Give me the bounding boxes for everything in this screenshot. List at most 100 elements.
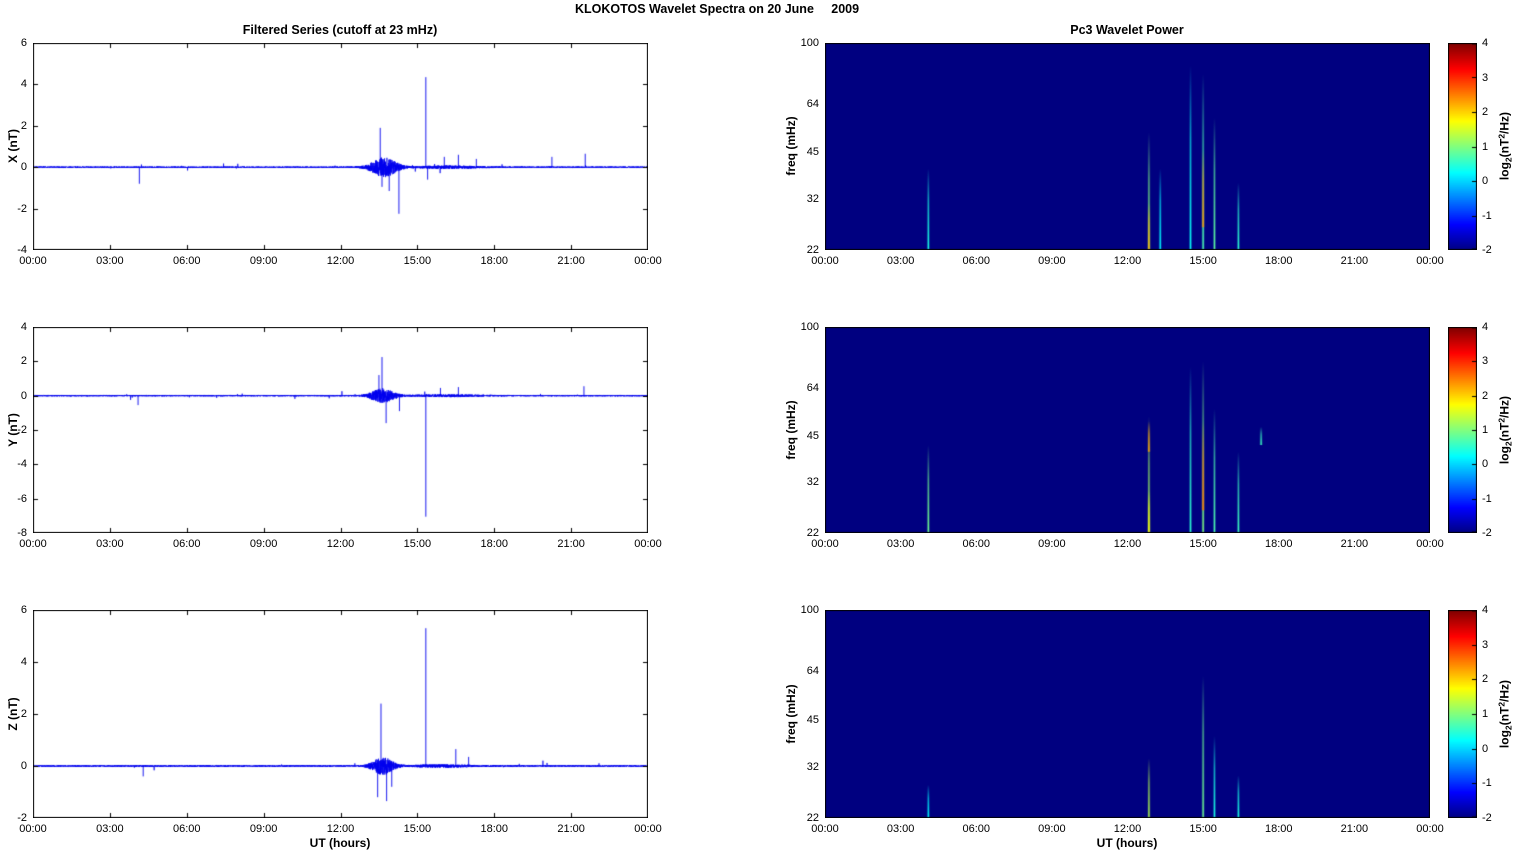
time-tick-label: 00:00 — [1416, 823, 1444, 835]
colorbar-tick-label: -1 — [1482, 492, 1492, 505]
freq-tick-label: 45 — [806, 146, 819, 159]
time-tick-label: 09:00 — [1038, 538, 1066, 550]
time-tick-label: 12:00 — [1113, 538, 1142, 550]
figure-title: KLOKOTOS Wavelet Spectra on 20 June 2009 — [574, 2, 860, 16]
time-tick-label: 18:00 — [480, 538, 509, 550]
z-series-plot — [33, 610, 648, 818]
time-tick-label: 21:00 — [557, 823, 585, 835]
x-spectrogram-plot — [825, 43, 1430, 250]
y-spectrogram-ylabel: freq (mHz) — [784, 400, 798, 460]
y-tick-label: 0 — [20, 161, 27, 174]
colorbar-tick-label: -2 — [1482, 812, 1492, 824]
time-tick-label: 12:00 — [326, 538, 355, 550]
colorbar-tick-label: 3 — [1482, 71, 1489, 84]
y-tick-label: 0 — [20, 389, 27, 402]
time-tick-label: 00:00 — [19, 823, 47, 835]
y-tick-label: 6 — [20, 37, 27, 49]
y-tick-label: -4 — [17, 244, 27, 256]
time-tick-label: 09:00 — [1038, 255, 1066, 267]
y-tick-label: -6 — [17, 492, 27, 505]
time-tick-label: 06:00 — [172, 823, 201, 835]
time-tick-label: 12:00 — [1113, 823, 1142, 835]
colorbar-tick-label: 0 — [1482, 742, 1489, 755]
y-tick-label: 2 — [20, 119, 27, 132]
y-tick-label: 4 — [20, 321, 27, 333]
time-tick-label: 15:00 — [403, 255, 432, 267]
time-tick-label: 06:00 — [962, 255, 991, 267]
freq-tick-label: 64 — [806, 381, 819, 394]
colorbar-tick-label: 4 — [1482, 321, 1489, 333]
time-tick-label: 09:00 — [1038, 823, 1066, 835]
colorbar-tick-label: 2 — [1482, 673, 1489, 686]
time-tick-label: 18:00 — [480, 823, 509, 835]
colorbar-tick-label: 4 — [1482, 604, 1489, 616]
time-tick-label: 00:00 — [811, 538, 839, 550]
colorbar-tick-label: 4 — [1482, 37, 1489, 49]
z-spectrogram-ylabel: freq (mHz) — [784, 684, 798, 744]
x-spectrogram-ylabel: freq (mHz) — [784, 116, 798, 176]
y-tick-label: 2 — [20, 355, 27, 368]
time-tick-label: 03:00 — [886, 823, 915, 835]
time-tick-label: 03:00 — [886, 255, 915, 267]
time-tick-label: 18:00 — [1264, 538, 1293, 550]
time-tick-label: 06:00 — [962, 823, 991, 835]
freq-tick-label: 32 — [806, 760, 819, 773]
colorbar-y — [1448, 327, 1477, 533]
colorbar-tick-label: 0 — [1482, 175, 1489, 187]
freq-tick-label: 22 — [806, 527, 819, 539]
y-tick-label: -8 — [17, 527, 27, 539]
colorbar-x — [1448, 43, 1477, 250]
y-spectrogram-plot — [825, 327, 1430, 533]
colorbar-tick-label: 3 — [1482, 355, 1489, 368]
freq-tick-label: 45 — [806, 429, 819, 442]
time-tick-label: 12:00 — [326, 823, 355, 835]
freq-tick-label: 45 — [806, 713, 819, 726]
freq-tick-label: 22 — [806, 244, 819, 256]
time-tick-label: 00:00 — [1416, 538, 1444, 550]
colorbar-tick-label: -1 — [1482, 209, 1492, 222]
time-tick-label: 15:00 — [403, 538, 432, 550]
freq-tick-label: 32 — [806, 476, 819, 489]
time-tick-label: 12:00 — [326, 255, 355, 267]
time-tick-label: 15:00 — [1189, 538, 1217, 550]
freq-tick-label: 64 — [806, 98, 819, 110]
freq-tick-label: 100 — [800, 321, 819, 333]
time-tick-label: 18:00 — [1264, 255, 1293, 267]
time-tick-label: 15:00 — [403, 823, 432, 835]
colorbar-tick-label: 1 — [1482, 140, 1489, 153]
colorbar-z-label: log2(nT2/Hz) — [1496, 679, 1514, 749]
colorbar-tick-label: -2 — [1482, 244, 1492, 256]
time-tick-label: 00:00 — [634, 255, 662, 267]
x-series-ylabel: X (nT) — [6, 129, 20, 163]
time-tick-label: 03:00 — [96, 538, 124, 550]
time-tick-label: 21:00 — [1340, 823, 1369, 835]
time-tick-label: 09:00 — [249, 823, 278, 835]
freq-tick-label: 22 — [806, 812, 819, 824]
y-tick-label: 6 — [20, 604, 27, 616]
time-tick-label: 00:00 — [19, 255, 47, 267]
x-series-plot — [33, 43, 648, 250]
colorbar-tick-label: 2 — [1482, 106, 1489, 118]
time-tick-label: 06:00 — [172, 538, 201, 550]
time-tick-label: 21:00 — [557, 538, 585, 550]
freq-tick-label: 100 — [800, 604, 819, 616]
time-tick-label: 21:00 — [1340, 538, 1369, 550]
time-tick-label: 03:00 — [96, 255, 124, 267]
freq-tick-label: 32 — [806, 192, 819, 205]
time-tick-label: 21:00 — [1340, 255, 1369, 267]
colorbar-tick-label: 2 — [1482, 389, 1489, 402]
freq-tick-label: 100 — [800, 37, 819, 49]
colorbar-y-label: log2(nT2/Hz) — [1496, 395, 1514, 465]
colorbar-tick-label: 1 — [1482, 424, 1489, 436]
y-tick-label: 0 — [20, 760, 27, 772]
time-tick-label: 06:00 — [962, 538, 991, 550]
time-tick-label: 00:00 — [634, 538, 662, 550]
y-tick-label: -4 — [17, 458, 27, 471]
filtered-series-title: Filtered Series (cutoff at 23 mHz) — [242, 23, 438, 37]
time-tick-label: 15:00 — [1189, 255, 1217, 267]
z-spectrogram-plot — [825, 610, 1430, 818]
time-tick-label: 03:00 — [886, 538, 915, 550]
time-tick-label: 09:00 — [249, 538, 278, 550]
right-x-axis-label: UT (hours) — [1096, 836, 1158, 850]
